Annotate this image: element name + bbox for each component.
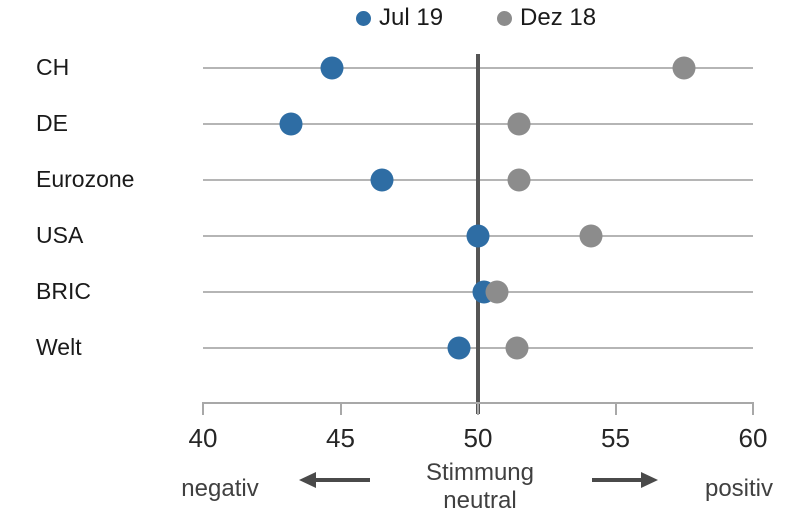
neutral-axis-label-line2: neutral xyxy=(443,487,517,514)
arrow-shaft xyxy=(592,478,641,482)
positive-axis-label: positiv xyxy=(704,475,774,502)
row-label-welt: Welt xyxy=(36,333,82,360)
legend-label-dez-18: Dez 18 xyxy=(520,4,597,31)
x-tick-50 xyxy=(477,402,479,415)
row-label-ch: CH xyxy=(36,53,70,80)
legend-label-jul-19: Jul 19 xyxy=(379,4,444,31)
legend-item-jul-19: Jul 19 xyxy=(356,4,443,32)
dot-jul-19-eurozone xyxy=(370,168,394,192)
x-tick-label-50: 50 xyxy=(463,423,493,453)
negative-axis-label: negativ xyxy=(181,475,259,502)
x-tick-label-40: 40 xyxy=(188,423,218,453)
negative-direction-arrow-icon xyxy=(299,472,370,488)
x-tick-55 xyxy=(614,402,617,415)
arrow-head-right xyxy=(641,472,658,488)
x-tick-45 xyxy=(339,402,342,415)
x-tick-40 xyxy=(202,402,204,415)
row-label-eurozone: Eurozone xyxy=(36,165,135,192)
neutral-axis-label-line1: Stimmung xyxy=(425,459,535,486)
jul-19-marker-icon xyxy=(356,10,371,26)
dot-jul-19-de xyxy=(279,112,303,136)
row-label-usa: USA xyxy=(36,221,84,248)
dot-dez-18-ch xyxy=(672,56,696,80)
x-tick-label-60: 60 xyxy=(738,423,768,453)
x-tick-label-45: 45 xyxy=(326,423,355,453)
dot-dez-18-bric xyxy=(485,280,509,304)
dot-dez-18-de xyxy=(507,112,531,136)
neutral-axis-label: Stimmung neutral xyxy=(400,459,560,515)
x-tick-label-55: 55 xyxy=(601,423,630,453)
x-tick-60 xyxy=(752,402,754,415)
dot-jul-19-ch xyxy=(320,56,344,80)
positive-direction-arrow-icon xyxy=(592,472,658,488)
arrow-head-left xyxy=(299,472,316,488)
dot-dez-18-welt xyxy=(505,336,528,360)
legend: Jul 19 Dez 18 xyxy=(356,4,596,32)
arrow-shaft xyxy=(316,478,370,482)
dot-dez-18-usa xyxy=(579,224,603,248)
dot-dez-18-eurozone xyxy=(507,168,531,192)
dot-jul-19-welt xyxy=(447,336,471,360)
row-label-bric: BRIC xyxy=(36,277,91,304)
dez-18-marker-icon xyxy=(497,10,513,26)
dot-jul-19-usa xyxy=(466,224,490,248)
legend-item-dez-18: Dez 18 xyxy=(497,4,596,32)
row-label-de: DE xyxy=(36,109,68,136)
